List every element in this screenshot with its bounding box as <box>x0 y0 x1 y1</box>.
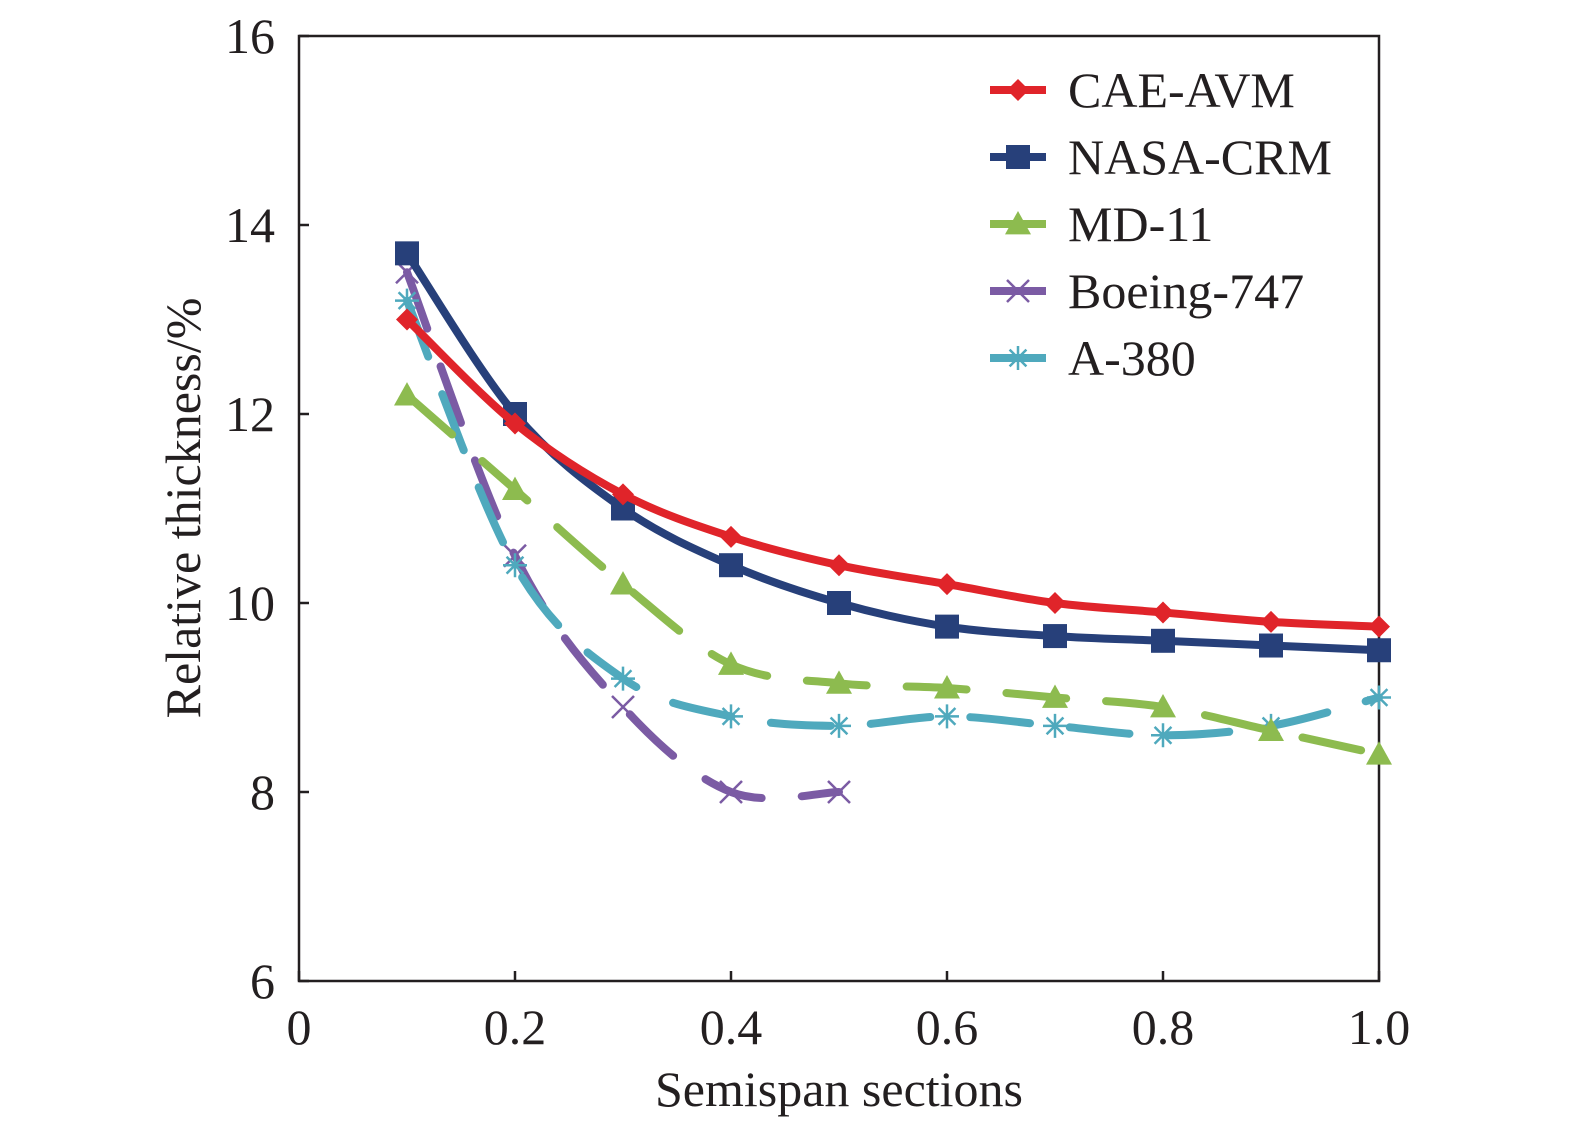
series-line-md-11 <box>403 391 1383 759</box>
data-point-cae-avm <box>396 308 418 331</box>
x-tick-label: 0 <box>287 999 312 1055</box>
data-point-nasa-crm <box>1259 633 1283 658</box>
data-point-md-11 <box>502 476 528 500</box>
data-point-md-11 <box>1366 741 1392 765</box>
data-point-a-380 <box>719 704 743 729</box>
legend-marker <box>1006 145 1030 169</box>
series-a-380 <box>395 288 1391 748</box>
data-point-md-11 <box>718 651 744 675</box>
legend: CAE-AVM NASA-CRM MD-11 Boeing-747 A-380 <box>990 62 1332 386</box>
y-axis-title: Relative thickness/% <box>155 298 211 719</box>
data-point-boeing-747 <box>719 780 743 804</box>
x-axis-title: Semispan sections <box>655 1061 1023 1117</box>
data-point-cae-avm <box>828 554 850 577</box>
data-point-a-380 <box>503 553 527 578</box>
data-point-cae-avm <box>1044 592 1066 614</box>
data-point-a-380 <box>1367 685 1391 710</box>
legend-marker <box>1005 211 1031 235</box>
legend-item-boeing-747: Boeing-747 <box>990 263 1304 319</box>
data-point-md-11 <box>1258 717 1284 741</box>
data-point-md-11 <box>1150 693 1176 718</box>
legend-marker <box>1007 79 1029 101</box>
data-point-nasa-crm <box>827 591 851 615</box>
y-tick-label: 10 <box>225 575 275 631</box>
legend-label: MD-11 <box>1068 196 1213 252</box>
data-point-a-380 <box>1151 723 1175 748</box>
data-point-nasa-crm <box>1151 628 1175 653</box>
axis-ticks: 0 0.2 0.4 0.6 0.8 1.0 6 8 10 12 14 16 <box>225 8 1410 1055</box>
data-point-cae-avm <box>504 412 526 435</box>
data-point-a-380 <box>395 288 419 313</box>
data-point-nasa-crm <box>719 553 743 578</box>
series-cae-avm <box>396 308 1390 638</box>
series-line-cae-avm <box>403 315 1383 631</box>
legend-item-nasa-crm: NASA-CRM <box>990 129 1332 185</box>
data-point-nasa-crm <box>395 241 419 266</box>
x-tick-label: 0.4 <box>700 999 763 1055</box>
legend-item-a-380: A-380 <box>990 330 1196 386</box>
x-tick-label: 0.2 <box>484 999 547 1055</box>
y-tick-label: 8 <box>250 764 275 820</box>
data-point-a-380 <box>935 704 959 729</box>
plot-area-frame <box>297 34 1381 983</box>
data-point-cae-avm <box>1368 615 1390 638</box>
data-point-md-11 <box>934 675 960 699</box>
legend-marker <box>1006 279 1030 303</box>
x-tick-label: 0.6 <box>916 999 979 1055</box>
data-point-nasa-crm <box>1367 638 1391 663</box>
data-point-a-380 <box>827 713 851 738</box>
y-tick-label: 6 <box>250 953 275 1009</box>
legend-item-md-11: MD-11 <box>990 196 1213 252</box>
y-tick-label: 14 <box>225 197 275 253</box>
data-point-md-11 <box>610 571 636 595</box>
y-tick-label: 16 <box>225 8 275 64</box>
data-point-boeing-747 <box>611 695 635 719</box>
data-point-nasa-crm <box>1043 624 1067 649</box>
data-point-cae-avm <box>720 525 742 548</box>
data-point-cae-avm <box>936 573 958 596</box>
data-point-cae-avm <box>1152 601 1174 624</box>
data-point-md-11 <box>1042 684 1068 708</box>
y-tick-label: 12 <box>225 386 275 442</box>
series-md-11 <box>394 382 1392 765</box>
data-point-a-380 <box>611 666 635 691</box>
series-line-boeing-747 <box>403 268 843 803</box>
legend-item-cae-avm: CAE-AVM <box>990 62 1295 118</box>
legend-marker <box>1006 346 1030 370</box>
data-point-cae-avm <box>612 483 634 506</box>
data-point-md-11 <box>394 382 420 406</box>
legend-label: A-380 <box>1068 330 1196 386</box>
data-point-a-380 <box>1043 713 1067 738</box>
series-line-a-380 <box>403 296 1383 740</box>
x-tick-label: 0.8 <box>1132 999 1195 1055</box>
data-point-md-11 <box>826 670 852 694</box>
data-point-cae-avm <box>1260 610 1282 633</box>
legend-label: NASA-CRM <box>1068 129 1332 185</box>
data-point-nasa-crm <box>935 614 959 639</box>
data-point-boeing-747 <box>827 780 851 804</box>
legend-label: CAE-AVM <box>1068 62 1295 118</box>
data-series <box>394 241 1392 804</box>
x-tick-label: 1.0 <box>1348 999 1411 1055</box>
legend-label: Boeing-747 <box>1068 263 1304 319</box>
